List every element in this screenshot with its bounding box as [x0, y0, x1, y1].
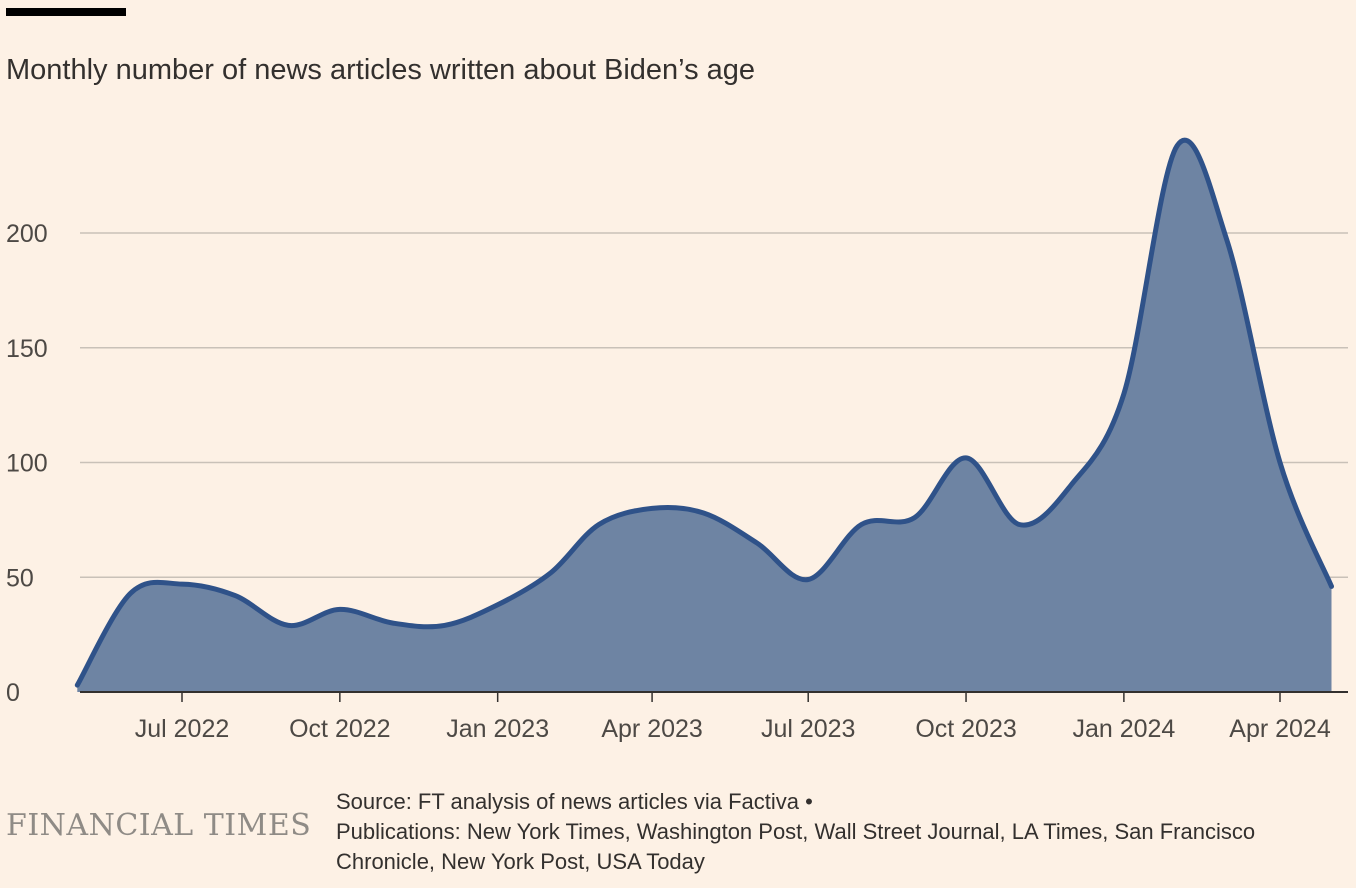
data-point-21 — [1175, 143, 1180, 148]
data-point-24 — [1329, 584, 1334, 589]
data-point-23 — [1278, 460, 1283, 465]
x-tick-label-0: Jul 2022 — [135, 715, 230, 743]
x-tick-label-7: Apr 2024 — [1229, 715, 1331, 743]
x-tick-label-5: Oct 2023 — [915, 715, 1016, 743]
x-tick-label-3: Apr 2023 — [601, 715, 702, 743]
data-point-17 — [964, 455, 969, 460]
data-point-12 — [701, 511, 706, 516]
data-point-16 — [912, 515, 917, 520]
area-layer — [74, 137, 1334, 692]
ft-logo: FINANCIAL TIMES — [6, 808, 312, 843]
data-point-20 — [1121, 391, 1126, 396]
source-line-1: Source: FT analysis of news articles via… — [336, 789, 813, 814]
data-point-19 — [1068, 483, 1073, 488]
source-line-2: Publications: New York Times, Washington… — [336, 819, 1256, 874]
header-accent-bar — [6, 8, 126, 16]
source-note: Source: FT analysis of news articles via… — [336, 787, 1346, 877]
data-point-9 — [548, 570, 553, 575]
data-point-7 — [442, 623, 447, 628]
x-tick-label-4: Jul 2023 — [761, 715, 856, 743]
x-axis: Jul 2022 Oct 2022 Jan 2023 Apr 2023 Jul 2023… — [80, 691, 1348, 743]
data-point-5 — [337, 607, 342, 612]
data-point-2 — [180, 582, 185, 587]
chart-subtitle: Monthly number of news articles written … — [6, 54, 756, 86]
y-tick-label-150: 150 — [6, 335, 48, 363]
data-point-3 — [233, 593, 238, 598]
data-point-1 — [128, 591, 133, 596]
data-point-13 — [754, 540, 759, 545]
data-point-14 — [806, 577, 811, 582]
y-tick-label-200: 200 — [6, 220, 48, 248]
series-line — [74, 137, 1334, 688]
data-point-15 — [859, 522, 864, 527]
data-point-0 — [75, 683, 80, 688]
y-tick-label-0: 0 — [6, 679, 20, 707]
data-point-22 — [1224, 237, 1229, 242]
y-tick-label-50: 50 — [6, 564, 34, 592]
data-point-11 — [650, 506, 655, 511]
y-tick-label-100: 100 — [6, 450, 48, 478]
x-tick-label-1: Oct 2022 — [289, 715, 390, 743]
data-point-4 — [286, 623, 291, 628]
x-tick-label-6: Jan 2024 — [1072, 715, 1175, 743]
data-point-8 — [495, 602, 500, 607]
x-tick-label-2: Jan 2023 — [446, 715, 549, 743]
data-point-6 — [391, 621, 396, 626]
data-point-18 — [1017, 522, 1022, 527]
data-point-10 — [596, 522, 601, 527]
y-axis: 0 50 100 150 200 — [6, 220, 48, 707]
area-fill — [77, 140, 1332, 692]
